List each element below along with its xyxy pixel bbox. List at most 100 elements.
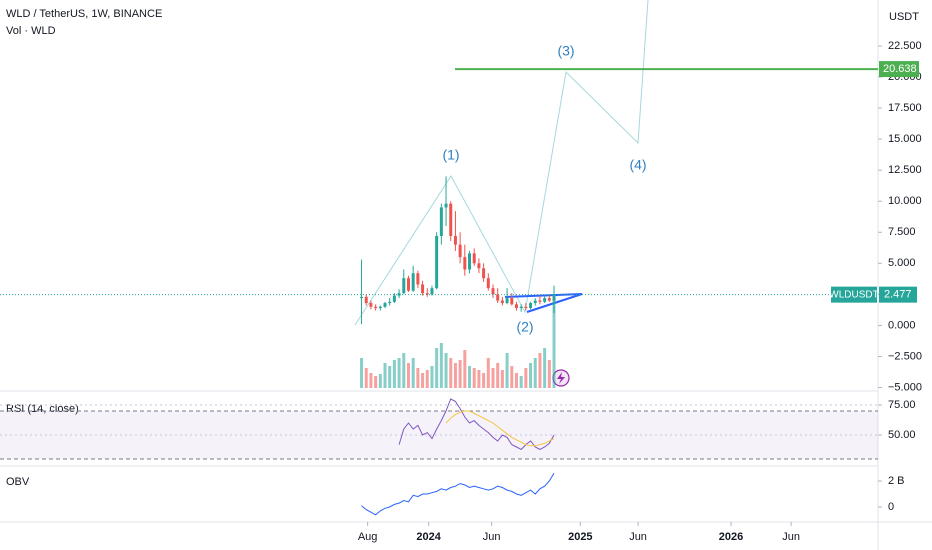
volume-bar (430, 366, 434, 388)
volume-bar (524, 368, 528, 388)
series-line (398, 398, 555, 451)
target-box (879, 61, 919, 78)
volume-bar (439, 343, 443, 388)
candle-body (411, 273, 415, 291)
y-tick-label: 7.500 (888, 226, 916, 238)
y-tick-label: 0.000 (888, 319, 916, 331)
candle-body (458, 244, 462, 258)
candle-body (529, 303, 533, 309)
candle-body (510, 298, 514, 305)
candle-body (547, 298, 551, 301)
candle-body (425, 293, 429, 295)
volume-bar (538, 353, 542, 388)
y-tick-label: 10.000 (888, 195, 922, 207)
volume-bar (435, 348, 439, 388)
y-tick-label: 75.00 (888, 399, 916, 411)
chart-title: WLD / TetherUS, 1W, BINANCE (6, 8, 162, 20)
y-tick-label: −2.500 (888, 350, 922, 362)
candle-body (421, 284, 425, 294)
volume-bar (519, 376, 523, 388)
candle-body (468, 253, 472, 270)
x-tick-label: 2025 (568, 531, 592, 543)
volume-bar (510, 366, 514, 388)
candle-body (486, 278, 490, 289)
candle-body (449, 203, 453, 236)
x-tick-label: Jun (629, 531, 647, 543)
candle-body (543, 298, 547, 302)
candle-body (392, 295, 396, 302)
candle-body (364, 296, 368, 304)
y-tick-label: 17.500 (888, 102, 922, 114)
candle-body (524, 306, 528, 309)
candle-body (378, 306, 382, 309)
candle-body (360, 296, 364, 299)
candle-body (519, 306, 523, 309)
candle-body (444, 203, 448, 208)
volume-bar (383, 363, 387, 388)
volume-bar (421, 373, 425, 388)
volume-bar (496, 363, 500, 388)
last-price-name: WLDUSDT (829, 289, 878, 300)
last-price-label: 2.477 (884, 289, 912, 301)
volume-bar (406, 363, 410, 388)
candle-body (383, 303, 387, 307)
volume-bar (378, 374, 382, 388)
candle-body (463, 257, 467, 270)
volume-bar (397, 358, 401, 388)
y-tick-label: 2 B (888, 475, 905, 487)
volume-bar (500, 370, 504, 388)
wave-label: (3) (557, 43, 574, 59)
y-tick-label: 12.500 (888, 164, 922, 176)
obv-title: OBV (6, 476, 30, 488)
candle-body (533, 300, 537, 304)
candle-body (388, 301, 392, 304)
candle-body (453, 235, 457, 245)
series-line (445, 410, 555, 447)
rsi-title: RSI (14, close) (6, 403, 79, 415)
volume-bar (458, 360, 462, 388)
volume-bar (529, 363, 533, 388)
wave-label: (2) (516, 319, 533, 335)
candle-body (416, 273, 420, 285)
candle-body (496, 294, 500, 301)
volume-bar (416, 368, 420, 388)
volume-bar (486, 358, 490, 388)
last-price-name-box (831, 286, 877, 303)
candle-body (439, 207, 443, 236)
wave-label: (4) (629, 157, 646, 173)
candle-body (430, 288, 434, 295)
candle-body (552, 294, 556, 301)
volume-bar (552, 298, 556, 388)
volume-bar (392, 360, 396, 388)
y-tick-label: 22.500 (888, 40, 922, 52)
x-tick-label: Jun (782, 531, 800, 543)
candle-body (477, 263, 481, 269)
candle-body (435, 235, 439, 289)
volume-bar (543, 348, 547, 388)
volume-bar (491, 368, 495, 388)
volume-bar (402, 353, 406, 388)
volume-bar (505, 353, 509, 388)
y-tick-label: 5.000 (888, 257, 916, 269)
volume-bar (374, 376, 378, 388)
x-tick-label: 2026 (719, 531, 743, 543)
candle-body (482, 268, 486, 279)
last-price-box (879, 286, 917, 303)
volume-bar (360, 358, 364, 388)
volume-bar (369, 373, 373, 388)
x-tick-label: 2024 (416, 531, 441, 543)
x-tick-label: Aug (358, 531, 378, 543)
volume-bar (411, 358, 415, 388)
candle-body (514, 304, 518, 309)
volume-bar (514, 373, 518, 388)
candle-body (491, 288, 495, 295)
volume-bar (482, 373, 486, 388)
candle-body (505, 298, 509, 304)
candle-body (402, 278, 406, 294)
y-tick-label: −5.000 (888, 381, 922, 393)
volume-bar (453, 363, 457, 388)
y-tick-label: 15.000 (888, 133, 922, 145)
x-tick-label: Jun (483, 531, 501, 543)
